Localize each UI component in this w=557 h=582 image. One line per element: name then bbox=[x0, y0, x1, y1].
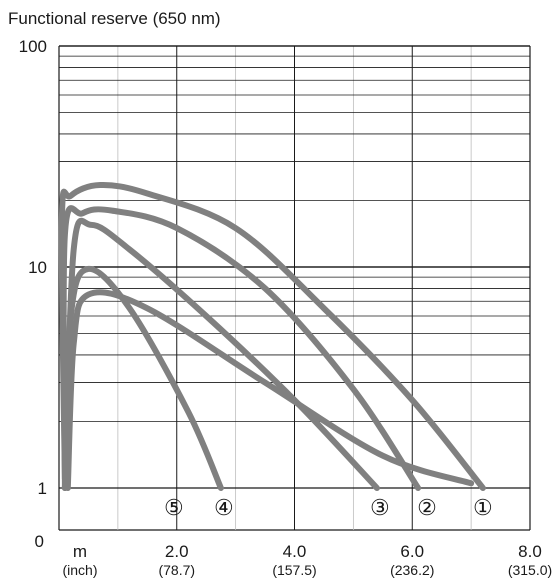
curve-marker-label: ⑤ bbox=[164, 495, 184, 520]
y-tick-label: 100 bbox=[19, 37, 47, 56]
x-tick-label: 2.0 bbox=[165, 542, 189, 561]
x-axis-unit-label: m bbox=[73, 542, 87, 561]
series-curve bbox=[60, 205, 422, 491]
x-tick-label: 6.0 bbox=[400, 542, 424, 561]
y-axis-zero-label: 0 bbox=[35, 532, 44, 551]
x-tick-sublabel: (78.7) bbox=[158, 562, 195, 578]
series-curve bbox=[58, 181, 486, 491]
x-tick-sublabel: (315.0) bbox=[508, 562, 552, 578]
x-tick-sublabel: (236.2) bbox=[390, 562, 434, 578]
series-layer bbox=[58, 181, 486, 491]
label-layer: 0 m (inch) 1101002.0(78.7)4.0(157.5)6.0(… bbox=[19, 37, 553, 578]
curve-marker-label: ① bbox=[473, 495, 493, 520]
y-tick-label: 1 bbox=[38, 479, 47, 498]
x-axis-unit-alt-label: (inch) bbox=[62, 562, 97, 578]
grid-layer bbox=[58, 45, 531, 531]
x-tick-label: 4.0 bbox=[283, 542, 307, 561]
curve-marker-label: ② bbox=[417, 495, 437, 520]
series-curve bbox=[61, 265, 224, 491]
chart-title: Functional reserve (650 nm) bbox=[8, 9, 221, 28]
series-curve bbox=[64, 289, 475, 491]
x-tick-label: 8.0 bbox=[518, 542, 542, 561]
curve-marker-label: ③ bbox=[370, 495, 390, 520]
curve-marker-label: ④ bbox=[214, 495, 234, 520]
x-tick-sublabel: (157.5) bbox=[272, 562, 316, 578]
y-tick-label: 10 bbox=[28, 258, 47, 277]
